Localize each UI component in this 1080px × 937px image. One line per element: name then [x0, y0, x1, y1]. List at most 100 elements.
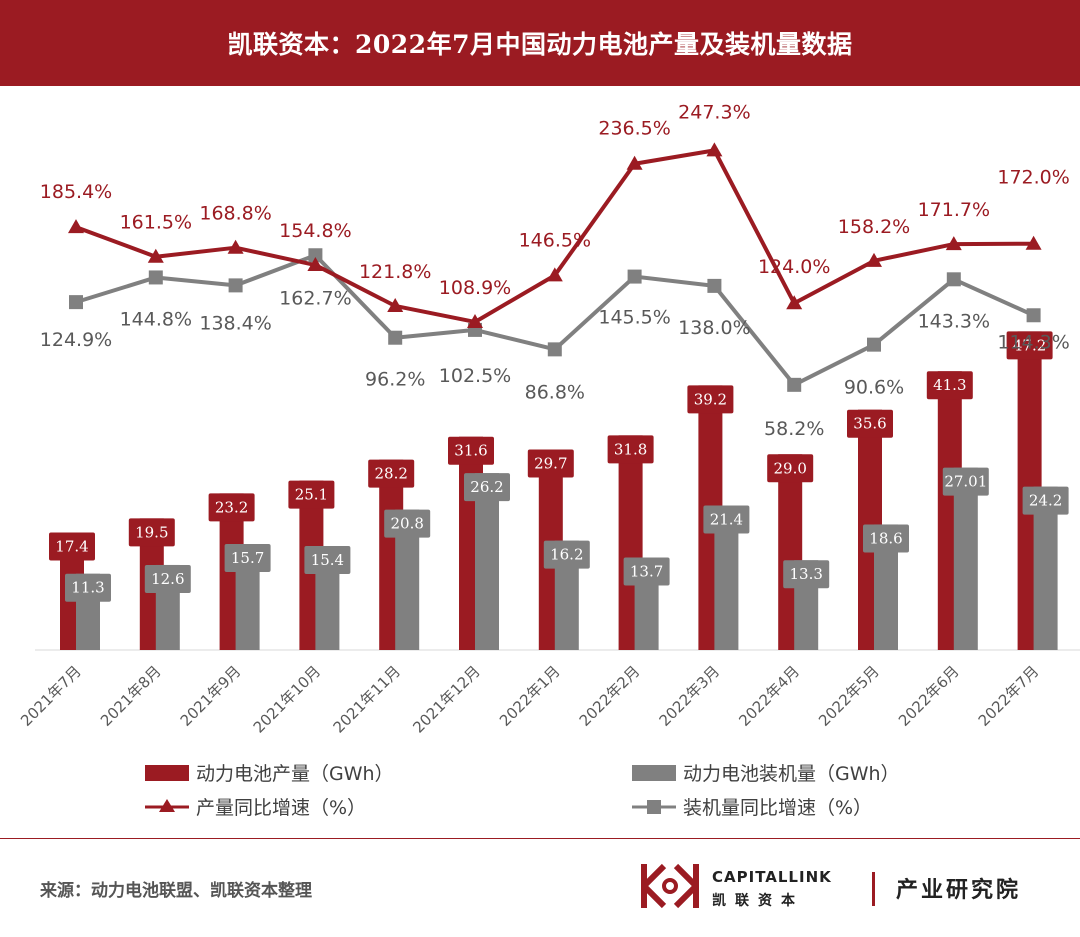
x-tick-label: 2022年3月: [656, 662, 724, 730]
production-bar-label: 25.1: [295, 486, 328, 504]
production-rate-label: 108.9%: [439, 277, 511, 299]
x-tick-label: 2021年12月: [409, 662, 483, 736]
installation-bar-label: 15.4: [311, 551, 344, 569]
installation-bar-label-bg: [783, 560, 830, 589]
installation-rate-label: 145.5%: [598, 307, 670, 329]
production-bar-label-bg: [288, 480, 335, 509]
installation-bar-label-bg: [703, 505, 750, 534]
production-rate-marker: [1025, 235, 1042, 250]
installation-rate-marker: [228, 278, 243, 293]
installation-bar-label: 13.7: [630, 563, 663, 581]
installation-bar-label: 16.2: [550, 546, 583, 564]
installation-rate-marker: [1026, 308, 1041, 323]
installation-bar-label-bg: [384, 509, 431, 538]
production-bar-label: 35.6: [853, 415, 886, 433]
production-rate-label: 154.8%: [279, 220, 351, 242]
production-bar-label-bg: [687, 385, 734, 414]
installation-rate-marker: [787, 377, 802, 392]
installation-bar-label: 13.3: [789, 565, 822, 583]
x-tick-label: 2021年7月: [17, 662, 85, 730]
legend-production-swatch: [145, 765, 189, 781]
legend-production-label: 动力电池产量（GWh）: [196, 763, 394, 785]
installation-rate-label: 90.6%: [844, 377, 904, 399]
production-bar-label-bg: [847, 409, 893, 438]
installation-bar-label: 26.2: [470, 478, 503, 496]
footer-divider: [0, 838, 1080, 839]
brand-name-en: CAPITALLINK: [712, 868, 832, 886]
brand-unit: 产业研究院: [896, 877, 1022, 903]
chart-title: 凯联资本：2022年7月中国动力电池产量及装机量数据: [227, 30, 853, 59]
production-bar-label-bg: [128, 518, 175, 547]
production-bar-label-bg: [208, 493, 255, 522]
production-bar-label: 41.3: [933, 376, 966, 394]
installation-bar-label: 18.6: [869, 529, 902, 547]
production-rate-marker: [786, 295, 803, 310]
installation-rate-marker: [308, 248, 323, 263]
production-rate-label: 146.5%: [519, 229, 591, 251]
installation-rate-marker: [148, 270, 163, 285]
installation-bar-label-bg: [623, 557, 670, 586]
production-rate-marker: [387, 297, 404, 312]
production-bar-label-bg: [767, 454, 814, 483]
installation-rate-marker: [707, 278, 722, 293]
production-rate-marker: [546, 267, 563, 282]
production-rate-label: 171.7%: [918, 199, 990, 221]
x-tick-label: 2022年7月: [975, 662, 1043, 730]
legend-installation-swatch: [632, 765, 676, 781]
x-tick-label: 2022年1月: [496, 662, 564, 730]
production-rate-marker: [626, 155, 643, 170]
legend-installation-rate-marker: [647, 800, 661, 814]
installation-bar-label: 27.01: [944, 473, 987, 491]
installation-rate-label: 138.4%: [199, 312, 271, 334]
production-bar-label: 29.0: [773, 459, 806, 477]
source-note: 来源：动力电池联盟、凯联资本整理: [40, 881, 312, 901]
production-rate-marker: [945, 236, 962, 251]
production-rate-marker: [467, 313, 483, 328]
installation-rate-label: 86.8%: [525, 381, 585, 403]
production-rate-marker: [307, 257, 324, 272]
installation-bar-label-bg: [224, 544, 271, 573]
x-tick-label: 2021年10月: [250, 662, 324, 736]
installation-rate-label: 124.9%: [40, 329, 112, 351]
production-bar-label-bg: [527, 449, 574, 478]
installation-rate-label: 58.2%: [764, 418, 824, 440]
installation-bar-label-bg: [304, 546, 351, 575]
production-rate-marker: [227, 239, 244, 254]
production-bar-label: 17.4: [55, 538, 88, 556]
installation-bar-label: 11.3: [71, 579, 104, 597]
x-tick-label: 2021年8月: [97, 662, 165, 730]
brand-separator: [872, 872, 875, 906]
installation-bar-label: 21.4: [710, 511, 743, 529]
production-rate-marker: [147, 248, 164, 263]
title-banner: 凯联资本：2022年7月中国动力电池产量及装机量数据: [0, 0, 1080, 86]
installation-bar-label-bg: [863, 524, 909, 553]
installation-rate-label: 138.0%: [678, 317, 750, 339]
combo-chart: 17.4 19.5 23.2 25.1 28.2 31.6 29.7 31.8 39.2 29.0…: [17, 101, 1080, 819]
production-rate-label: 158.2%: [838, 216, 910, 238]
capitallink-logo: [641, 863, 699, 909]
production-rate-label: 247.3%: [678, 101, 750, 123]
installation-bar-label: 15.7: [231, 549, 264, 567]
production-rate-label: 161.5%: [120, 212, 192, 234]
brand-block: CAPITALLINK 凯联资本 产业研究院: [640, 858, 1060, 914]
installation-rate-label: 102.5%: [439, 365, 511, 387]
production-bar-label-bg: [926, 371, 973, 400]
installation-rate-label: 144.8%: [120, 308, 192, 330]
production-rate-label: 168.8%: [199, 203, 271, 225]
installation-bar-label-bg: [144, 564, 191, 593]
production-rate-label: 124.0%: [758, 256, 830, 278]
installation-bar-label-bg: [464, 473, 510, 502]
installation-bar-label-bg: [1022, 486, 1069, 515]
production-bar-label: 47.2: [1013, 336, 1046, 354]
production-bar-label: 31.6: [454, 442, 487, 460]
installation-rate-label: 96.2%: [365, 369, 425, 391]
production-bar-label: 19.5: [135, 523, 168, 541]
installation-bar-label-bg: [942, 467, 989, 496]
x-tick-label: 2021年9月: [177, 662, 245, 730]
x-tick-label: 2022年5月: [815, 662, 883, 730]
installation-bar: [475, 473, 499, 650]
installation-rate-marker: [867, 337, 881, 352]
production-rate-label: 121.8%: [359, 261, 431, 283]
installation-rate-marker: [946, 272, 961, 287]
production-bar-label-bg: [368, 459, 415, 488]
